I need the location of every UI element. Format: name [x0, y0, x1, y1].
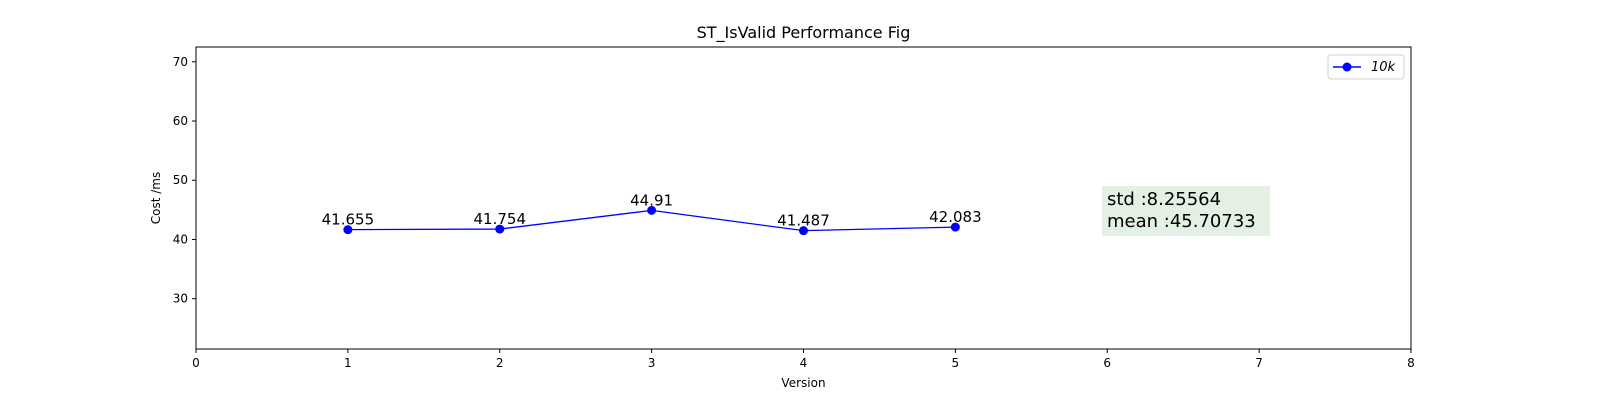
- y-tick-label: 40: [173, 232, 188, 246]
- stats-background: [1102, 186, 1270, 236]
- x-tick-label: 4: [800, 356, 808, 370]
- data-point: [343, 225, 353, 235]
- data-point: [799, 226, 808, 236]
- x-tick-label: 0: [192, 356, 200, 370]
- y-axis: 30 40 50 60 70: [173, 55, 196, 306]
- legend-box: [1327, 54, 1405, 80]
- std-text: std :8.25564: [1107, 189, 1221, 210]
- legend-entry-label: 10k: [1371, 60, 1396, 75]
- x-axis-label: Version: [781, 376, 825, 390]
- x-tick-label: 2: [496, 356, 504, 370]
- data-point: [647, 205, 657, 215]
- y-tick-label: 50: [173, 173, 188, 187]
- x-axis: 0 1 2 3 4 5 6 7 8: [192, 349, 1415, 370]
- x-tick-label: 5: [952, 356, 960, 370]
- y-tick-label: 70: [173, 55, 188, 69]
- data-label: 42.083: [929, 208, 982, 226]
- stats-annotation: std :8.25564 mean :45.70733: [1102, 186, 1270, 236]
- y-tick-label: 60: [173, 114, 188, 128]
- data-label: 41.754: [474, 210, 527, 228]
- legend-marker: [1342, 62, 1352, 72]
- mean-text: mean :45.70733: [1107, 211, 1256, 232]
- y-axis-label: Cost /ms: [149, 172, 163, 224]
- x-tick-label: 8: [1407, 356, 1415, 370]
- x-tick-label: 7: [1255, 356, 1263, 370]
- data-label: 41.487: [777, 212, 830, 230]
- legend: 10k: [1327, 54, 1405, 80]
- y-tick-label: 30: [173, 292, 188, 306]
- data-point: [950, 222, 960, 232]
- x-tick-label: 6: [1103, 356, 1111, 370]
- data-label: 44.91: [630, 191, 673, 209]
- data-label: 41.655: [322, 211, 375, 229]
- chart-title: ST_IsValid Performance Fig: [697, 23, 911, 43]
- series-layer: 41.655 41.754 44.91 41.487 42.083: [322, 191, 982, 236]
- data-point: [495, 224, 505, 234]
- x-tick-label: 3: [648, 356, 656, 370]
- x-tick-label: 1: [344, 356, 352, 370]
